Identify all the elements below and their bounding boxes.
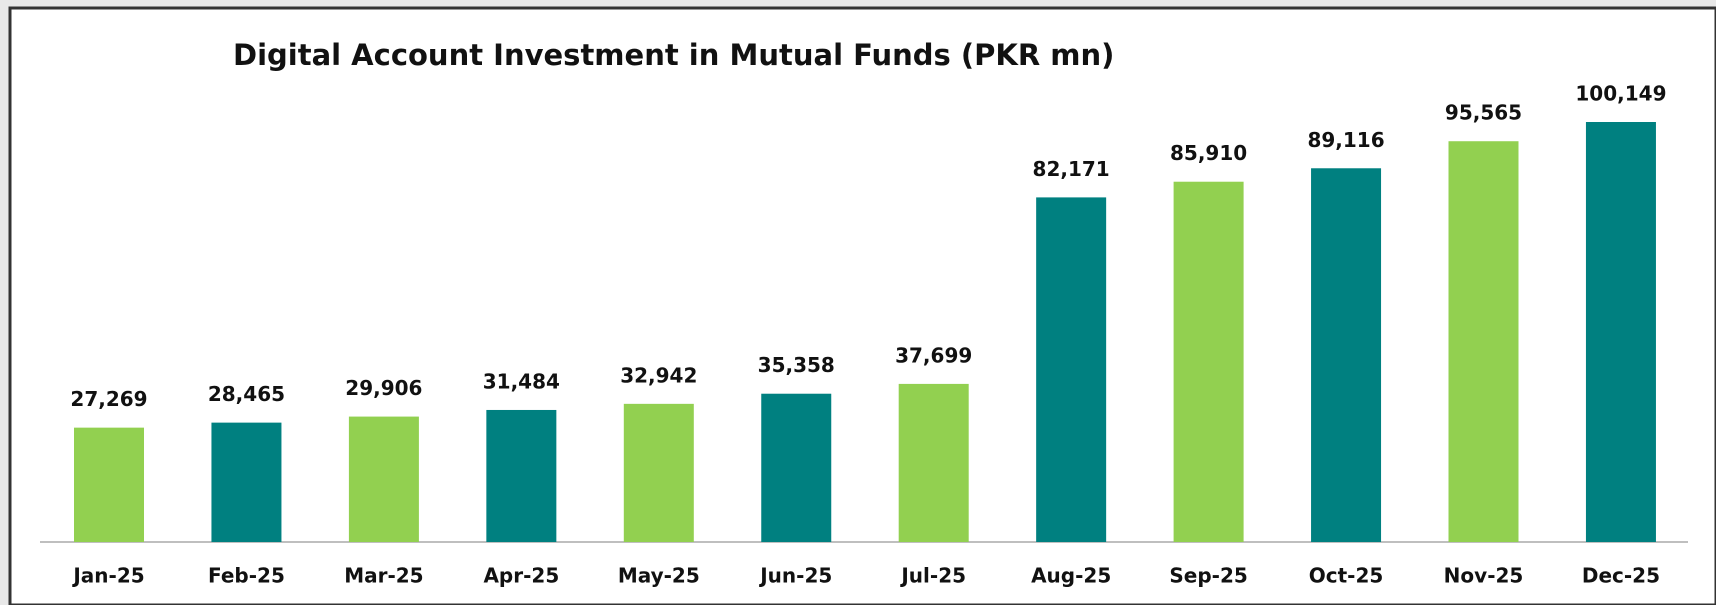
x-tick-label: Jul-25 [899, 564, 966, 588]
value-label: 27,269 [70, 387, 147, 411]
bar [211, 422, 282, 542]
bar [74, 427, 144, 542]
value-label: 28,465 [208, 382, 285, 406]
x-tick-label: Aug-25 [1031, 564, 1111, 588]
value-label: 35,358 [758, 353, 835, 377]
value-label: 85,910 [1170, 141, 1247, 165]
chart-frame [8, 6, 1716, 605]
x-tick-label: May-25 [618, 564, 700, 588]
chart-title: Digital Account Investment in Mutual Fun… [233, 38, 1114, 72]
x-tick-label: Apr-25 [483, 564, 559, 588]
value-label: 31,484 [483, 369, 560, 393]
x-tick-label: Dec-25 [1582, 564, 1660, 588]
value-label: 37,699 [895, 343, 972, 367]
x-tick-label: Oct-25 [1309, 564, 1384, 588]
value-label: 82,171 [1033, 157, 1110, 181]
value-label: 100,149 [1575, 82, 1666, 106]
bar [486, 409, 557, 542]
bar [1036, 197, 1107, 542]
bar [1173, 181, 1244, 542]
x-tick-label: Jan-25 [71, 564, 144, 588]
bar [1311, 168, 1382, 542]
value-label: 29,906 [345, 376, 422, 400]
bar [761, 393, 832, 542]
value-label: 32,942 [620, 363, 697, 387]
x-tick-label: Mar-25 [344, 564, 423, 588]
x-tick-label: Jun-25 [758, 564, 832, 588]
bar [1585, 122, 1656, 542]
bar [898, 383, 969, 542]
value-label: 89,116 [1307, 128, 1384, 152]
value-label: 95,565 [1445, 101, 1522, 125]
x-tick-label: Nov-25 [1444, 564, 1524, 588]
bar [1448, 141, 1519, 542]
bar [348, 416, 419, 542]
x-tick-label: Feb-25 [208, 564, 285, 588]
x-tick-label: Sep-25 [1169, 564, 1247, 588]
bar [623, 403, 694, 542]
